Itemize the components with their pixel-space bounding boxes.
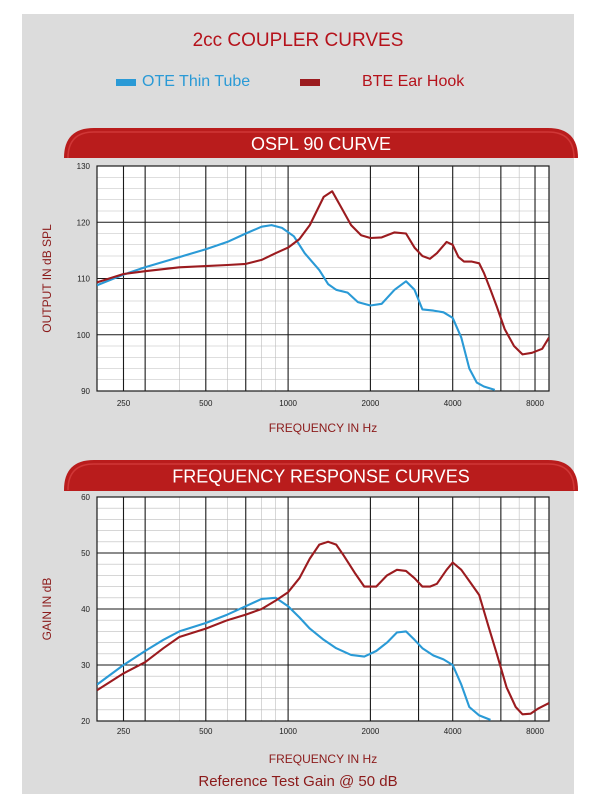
title-tab-highlight-1 — [67, 463, 575, 491]
title-tab-1 — [64, 460, 578, 491]
series-line-ote-1 — [97, 596, 491, 721]
title-tab-0 — [64, 128, 578, 158]
y-tick-label: 100 — [77, 331, 91, 340]
legend-label-ote: OTE Thin Tube — [142, 73, 251, 90]
x-tick-label: 8000 — [526, 399, 544, 408]
y-tick-label: 60 — [81, 493, 90, 502]
y-axis-label-0: OUTPUT IN dB SPL — [40, 224, 54, 333]
footer-caption: Reference Test Gain @ 50 dB — [198, 773, 398, 790]
x-tick-label: 250 — [117, 399, 131, 408]
chart-title-1: FREQUENCY RESPONSE CURVES — [172, 467, 469, 487]
x-tick-label: 1000 — [279, 727, 297, 736]
y-tick-label: 40 — [81, 605, 90, 614]
title-tab-highlight-0 — [67, 131, 575, 159]
y-tick-label: 120 — [77, 218, 91, 227]
x-tick-label: 2000 — [362, 727, 380, 736]
y-axis-label-1: GAIN IN dB — [40, 578, 54, 641]
series-line-bte-1 — [97, 540, 549, 716]
x-tick-label: 500 — [199, 399, 213, 408]
x-tick-label: 4000 — [444, 727, 462, 736]
x-tick-label: 250 — [117, 727, 131, 736]
y-tick-label: 30 — [81, 661, 90, 670]
y-tick-label: 50 — [81, 549, 90, 558]
chart-1: FREQUENCY RESPONSE CURVES 20 30 40 50 60 250 50… — [40, 460, 578, 766]
legend-swatch-ote — [116, 78, 136, 86]
chart-title-0: OSPL 90 CURVE — [251, 134, 391, 154]
plot-border-1 — [96, 496, 550, 722]
plot-border-0 — [96, 165, 550, 392]
chart-0: OSPL 90 CURVE 90 100 110 120 130 250 500 1000 200… — [40, 128, 578, 435]
y-tick-label: 90 — [81, 387, 90, 396]
x-tick-label: 8000 — [526, 727, 544, 736]
x-tick-label: 500 — [199, 727, 213, 736]
x-axis-label-0: FREQUENCY IN Hz — [269, 421, 377, 435]
series-line-bte-0 — [97, 190, 549, 356]
y-tick-label: 130 — [77, 162, 91, 171]
series-line-ote-0 — [97, 224, 496, 391]
x-tick-label: 4000 — [444, 399, 462, 408]
y-tick-label: 20 — [81, 717, 90, 726]
y-tick-label: 110 — [77, 275, 90, 284]
x-tick-label: 2000 — [362, 399, 380, 408]
legend-swatch-bte — [300, 78, 320, 86]
legend-item-bte: BTE Ear Hook — [300, 73, 464, 91]
x-axis-label-1: FREQUENCY IN Hz — [269, 752, 377, 766]
legend-item-ote: OTE Thin Tube — [116, 73, 250, 91]
legend-label-bte: BTE Ear Hook — [362, 73, 465, 90]
main-title: 2cc COUPLER CURVES — [192, 30, 404, 51]
x-tick-label: 1000 — [279, 399, 297, 408]
